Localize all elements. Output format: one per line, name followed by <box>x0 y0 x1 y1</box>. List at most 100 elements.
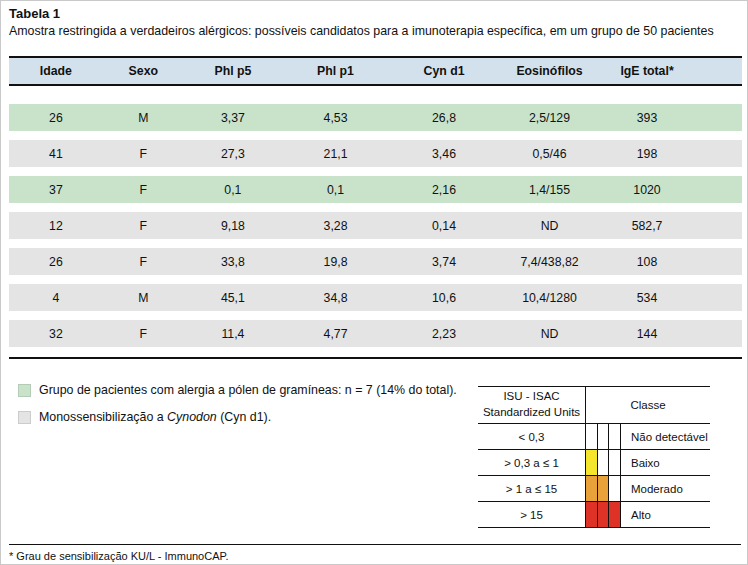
cell-cyn-d1: 0,14 <box>389 219 499 233</box>
isu-swatch-cell <box>598 450 609 476</box>
cell-sexo: F <box>103 147 184 161</box>
cell-ige-total: 144 <box>600 327 742 341</box>
table-row: 41 F 27,3 21,1 3,46 0,5/46 198 <box>9 140 742 167</box>
patients-table: Idade Sexo Phl p5 Phl p1 Cyn d1 Eosinófi… <box>9 56 742 359</box>
isu-swatch-cell <box>586 502 598 528</box>
table-title: Tabela 1 <box>9 6 60 21</box>
gray-swatch-icon <box>18 411 31 424</box>
legend-gray-suffix: (Cyn d1). <box>217 410 271 424</box>
table-row: 4 M 45,1 34,8 10,6 10,4/1280 534 <box>9 284 742 311</box>
cell-phl-p1: 3,28 <box>282 219 389 233</box>
table-row: 26 M 3,37 4,53 26,8 2,5/129 393 <box>9 104 742 131</box>
isu-range: > 0,3 a ≤ 1 <box>478 450 586 476</box>
isu-swatch-cell <box>598 476 609 502</box>
cell-eosinofilos: 2,5/129 <box>499 111 600 125</box>
legend-green-label: Grupo de pacientes com alergia a pólen d… <box>39 383 457 397</box>
cell-phl-p5: 27,3 <box>184 147 282 161</box>
column-header-cyn-d1: Cyn d1 <box>389 64 499 78</box>
isu-swatch-cell <box>609 502 621 528</box>
cell-phl-p1: 0,1 <box>282 183 389 197</box>
cell-sexo: M <box>103 111 184 125</box>
cell-phl-p5: 0,1 <box>184 183 282 197</box>
footnote: * Grau de sensibilização KU/L - ImmunoCA… <box>9 550 229 562</box>
isu-swatch-cell <box>586 450 598 476</box>
isu-range: > 1 a ≤ 15 <box>478 476 586 502</box>
cell-cyn-d1: 3,46 <box>389 147 499 161</box>
table-body: 26 M 3,37 4,53 26,8 2,5/129 393 41 F 27,… <box>9 104 742 347</box>
column-header-phl-p1: Phl p1 <box>282 64 389 78</box>
cell-sexo: F <box>103 219 184 233</box>
document-page: Tabela 1 Amostra restringida a verdadeir… <box>0 0 748 565</box>
footnote-rule <box>9 544 741 545</box>
cell-eosinofilos: 7,4/438,82 <box>499 255 600 269</box>
cell-idade: 32 <box>9 327 103 341</box>
cell-eosinofilos: 0,5/46 <box>499 147 600 161</box>
cell-eosinofilos: 1,4/155 <box>499 183 600 197</box>
isu-class-label: Alto <box>621 502 710 528</box>
column-header-idade: Idade <box>9 64 103 78</box>
cell-idade: 41 <box>9 147 103 161</box>
cell-phl-p5: 3,37 <box>184 111 282 125</box>
cell-phl-p1: 21,1 <box>282 147 389 161</box>
cell-cyn-d1: 2,16 <box>389 183 499 197</box>
isu-header-classe: Classe <box>586 387 710 424</box>
isu-header-units-line2: Standardized Units <box>483 405 580 421</box>
legend-item-green: Grupo de pacientes com alergia a pólen d… <box>18 383 457 397</box>
legend-gray-label: Monossensibilização a Cynodon (Cyn d1). <box>39 410 271 424</box>
cell-phl-p5: 9,18 <box>184 219 282 233</box>
cell-cyn-d1: 2,23 <box>389 327 499 341</box>
table-row: 26 F 33,8 19,8 3,74 7,4/438,82 108 <box>9 248 742 275</box>
cell-ige-total: 108 <box>600 255 742 269</box>
isu-range: > 15 <box>478 502 586 528</box>
cell-sexo: F <box>103 183 184 197</box>
isu-swatch-cell <box>598 502 609 528</box>
cell-sexo: M <box>103 291 184 305</box>
cell-idade: 26 <box>9 255 103 269</box>
isu-swatch-cell <box>586 424 598 450</box>
cell-sexo: F <box>103 255 184 269</box>
isu-swatch-cell <box>598 424 609 450</box>
cell-eosinofilos: 10,4/1280 <box>499 291 600 305</box>
table-bottom-rule <box>9 357 742 359</box>
cell-cyn-d1: 26,8 <box>389 111 499 125</box>
table-header-row: Idade Sexo Phl p5 Phl p1 Cyn d1 Eosinófi… <box>9 56 742 86</box>
cell-cyn-d1: 10,6 <box>389 291 499 305</box>
legend-gray-prefix: Monossensibilização a <box>39 410 167 424</box>
cell-sexo: F <box>103 327 184 341</box>
isu-class-label: Baixo <box>621 450 710 476</box>
isu-classification-table: ISU - ISAC Standardized Units Classe < 0… <box>478 386 710 528</box>
isu-header-units-line1: ISU - ISAC <box>503 389 559 405</box>
cell-phl-p1: 4,53 <box>282 111 389 125</box>
table-row: 37 F 0,1 0,1 2,16 1,4/155 1020 <box>9 176 742 203</box>
isu-swatch-cell <box>609 424 621 450</box>
cell-ige-total: 198 <box>600 147 742 161</box>
isu-swatch-cell <box>609 450 621 476</box>
cell-phl-p5: 45,1 <box>184 291 282 305</box>
isu-header-units: ISU - ISAC Standardized Units <box>478 387 586 424</box>
isu-swatch-cell <box>586 476 598 502</box>
cell-phl-p5: 33,8 <box>184 255 282 269</box>
cell-idade: 37 <box>9 183 103 197</box>
cell-ige-total: 1020 <box>600 183 742 197</box>
cell-idade: 4 <box>9 291 103 305</box>
cell-eosinofilos: ND <box>499 219 600 233</box>
column-header-phl-p5: Phl p5 <box>184 64 282 78</box>
column-header-eosinofilos: Eosinófilos <box>499 64 600 78</box>
table-row: 12 F 9,18 3,28 0,14 ND 582,7 <box>9 212 742 239</box>
isu-class-label: Não detectável <box>621 424 710 450</box>
cell-phl-p5: 11,4 <box>184 327 282 341</box>
cell-ige-total: 393 <box>600 111 742 125</box>
cell-phl-p1: 34,8 <box>282 291 389 305</box>
cell-cyn-d1: 3,74 <box>389 255 499 269</box>
cell-eosinofilos: ND <box>499 327 600 341</box>
cell-ige-total: 582,7 <box>600 219 742 233</box>
legend-gray-italic: Cynodon <box>167 410 217 424</box>
table-subtitle: Amostra restringida a verdadeiros alérgi… <box>9 24 714 38</box>
cell-idade: 26 <box>9 111 103 125</box>
green-swatch-icon <box>18 384 31 397</box>
cell-phl-p1: 4,77 <box>282 327 389 341</box>
table-row: 32 F 11,4 4,77 2,23 ND 144 <box>9 320 742 347</box>
cell-idade: 12 <box>9 219 103 233</box>
isu-range: < 0,3 <box>478 424 586 450</box>
column-header-ige-total: IgE total* <box>600 64 742 78</box>
